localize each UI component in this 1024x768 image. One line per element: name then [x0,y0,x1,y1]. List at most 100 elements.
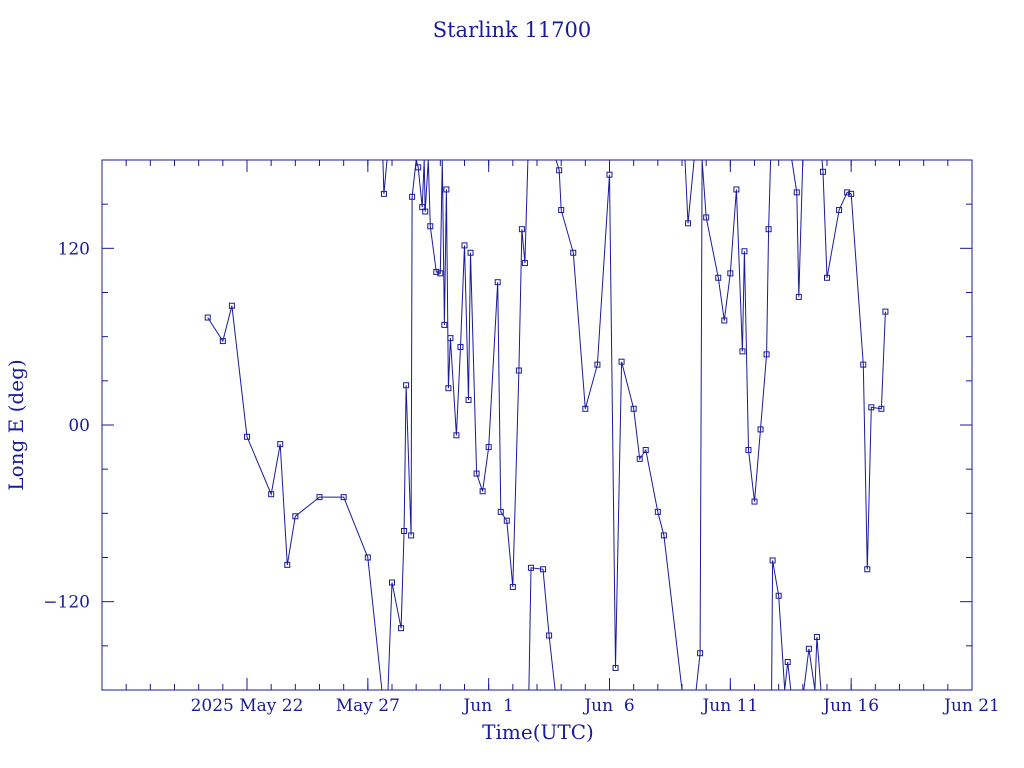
series-line [695,160,772,690]
data-point [457,343,464,350]
data-point [868,404,875,411]
data-point [380,190,387,197]
data-point [465,396,472,403]
x-axis: 2025 May 22 May 27 Jun 1 Jun 6 Jun 11 Jun 16 J… [125,160,1000,716]
series-line [207,305,383,690]
data-point [473,470,480,477]
data-point [219,338,226,345]
data-point [540,566,547,573]
data-point [497,508,504,515]
data-point [204,314,211,321]
data-point [453,432,460,439]
data-point [715,274,722,281]
y-axis-title: Long E (deg) [4,359,28,490]
plot-frame [101,159,973,691]
y-tick-label: 00 [68,416,90,436]
x-tick-label: May 27 [336,696,400,716]
data-point [630,405,637,412]
data-point [284,561,291,568]
series-line [555,160,683,690]
data-point [292,513,299,520]
data-point [751,498,758,505]
data-point [447,335,454,342]
data-point [697,650,704,657]
data-point [479,488,486,495]
data-point [819,168,826,175]
data-point [618,358,625,365]
x-tick-label: Jun 11 [700,696,758,716]
data-point [556,167,563,174]
data-point [419,204,426,211]
data-point [494,279,501,286]
data-point [775,592,782,599]
data-point [340,494,347,501]
data-point [558,207,565,214]
data-point [527,564,534,571]
data-point [864,566,871,573]
series-line [821,160,886,570]
x-axis-title: Time(UTC) [482,720,594,744]
data-point [860,361,867,368]
data-point [228,302,235,309]
data-point [882,308,889,315]
series-line [684,160,695,224]
data-point [427,223,434,230]
data-point [415,164,422,171]
data-point [612,664,619,671]
data-point [401,528,408,534]
data-point [409,193,416,200]
y-axis: 120 00 −120 [43,203,972,647]
data-point [441,321,448,328]
plot-area [204,160,889,690]
data-point [824,274,830,281]
data-point [433,268,440,275]
data-point [727,270,734,277]
data-point [606,171,613,178]
data-point [443,186,450,193]
data-point [467,249,474,256]
data-point [784,659,791,666]
data-point [485,444,492,451]
data-point [636,455,643,462]
data-point [741,248,748,255]
y-tick-label: −120 [43,593,90,613]
series-line [803,636,822,690]
data-point [518,226,525,233]
data-point [546,632,553,639]
data-point [244,433,250,440]
series-line [528,567,556,690]
data-point [316,494,323,501]
data-point [836,207,843,214]
data-point [793,189,800,196]
data-point [509,583,516,590]
data-point [503,517,510,524]
data-point [769,557,776,564]
data-point [878,405,885,412]
x-tick-label: Jun 6 [582,696,634,716]
data-point [703,214,710,221]
data-point [277,441,284,448]
y-tick-label: 120 [58,239,90,259]
x-tick-label: 2025 May 22 [191,696,304,716]
data-point [364,554,371,561]
data-point [654,508,661,515]
data-point [642,447,649,454]
data-point [795,293,802,300]
x-tick-label: Jun 21 [942,696,1000,716]
series-line [382,160,388,194]
data-point [844,189,851,196]
data-point [813,634,820,640]
data-point [422,208,429,215]
x-tick-label: Jun 1 [461,696,513,716]
data-point [660,532,667,539]
data-point [582,405,589,412]
series-line-group [204,160,889,690]
data-point [437,270,444,277]
x-tick-label: Jun 16 [821,696,879,716]
data-point [403,382,410,389]
series-line [771,560,792,690]
chart-title: Starlink 11700 [433,18,592,42]
data-point [515,367,522,374]
data-point [848,190,855,197]
